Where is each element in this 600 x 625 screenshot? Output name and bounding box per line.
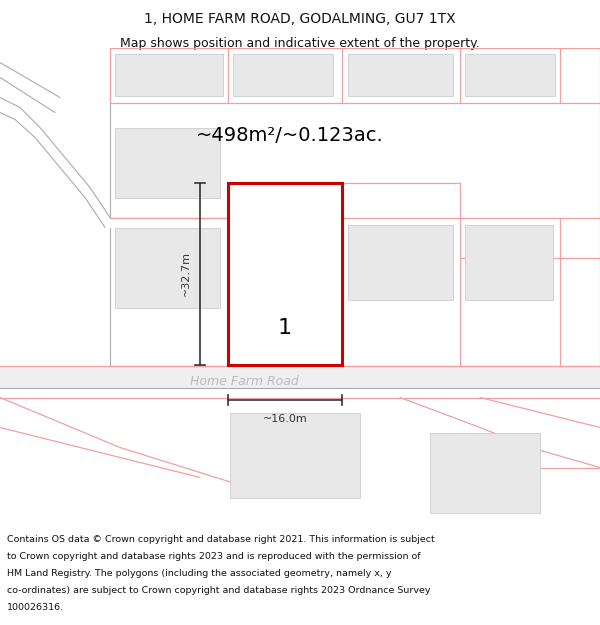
Text: ~498m²/~0.123ac.: ~498m²/~0.123ac. bbox=[196, 126, 384, 145]
Text: Home Farm Road: Home Farm Road bbox=[190, 375, 299, 388]
Bar bbox=[235, 192, 335, 268]
Polygon shape bbox=[0, 366, 600, 388]
Bar bbox=[228, 182, 342, 364]
Text: ~32.7m: ~32.7m bbox=[181, 251, 191, 296]
Text: co-ordinates) are subject to Crown copyright and database rights 2023 Ordnance S: co-ordinates) are subject to Crown copyr… bbox=[7, 586, 431, 595]
Bar bbox=[465, 224, 553, 299]
Bar bbox=[348, 54, 453, 96]
Text: 100026316.: 100026316. bbox=[7, 602, 64, 612]
Text: Contains OS data © Crown copyright and database right 2021. This information is : Contains OS data © Crown copyright and d… bbox=[7, 535, 435, 544]
Bar bbox=[233, 54, 333, 96]
Text: 1: 1 bbox=[278, 318, 292, 338]
Text: to Crown copyright and database rights 2023 and is reproduced with the permissio: to Crown copyright and database rights 2… bbox=[7, 552, 421, 561]
Bar bbox=[115, 127, 220, 198]
Text: ~16.0m: ~16.0m bbox=[263, 414, 307, 424]
Bar bbox=[115, 54, 223, 96]
Text: Map shows position and indicative extent of the property.: Map shows position and indicative extent… bbox=[120, 36, 480, 49]
Bar bbox=[430, 432, 540, 512]
Bar bbox=[115, 228, 220, 308]
Bar bbox=[348, 224, 453, 299]
Text: 1, HOME FARM ROAD, GODALMING, GU7 1TX: 1, HOME FARM ROAD, GODALMING, GU7 1TX bbox=[144, 12, 456, 26]
Bar bbox=[230, 412, 360, 498]
Text: HM Land Registry. The polygons (including the associated geometry, namely x, y: HM Land Registry. The polygons (includin… bbox=[7, 569, 392, 578]
Bar bbox=[465, 54, 555, 96]
